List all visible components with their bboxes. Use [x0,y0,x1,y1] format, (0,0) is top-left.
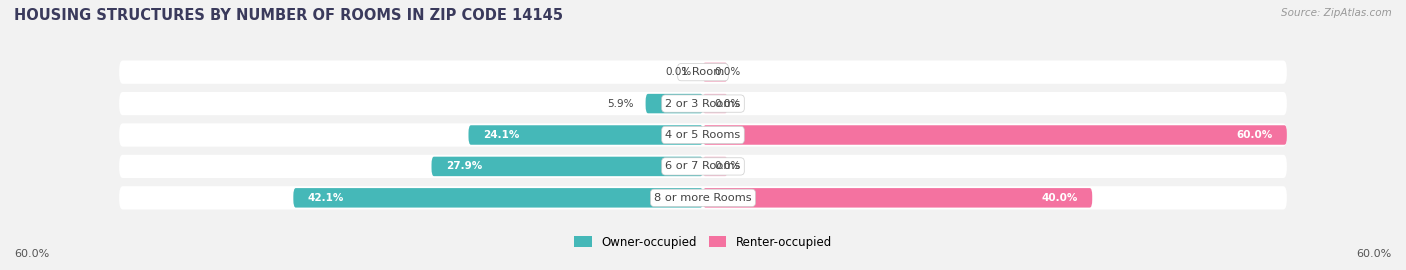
FancyBboxPatch shape [432,157,703,176]
Text: 42.1%: 42.1% [308,193,344,203]
Text: HOUSING STRUCTURES BY NUMBER OF ROOMS IN ZIP CODE 14145: HOUSING STRUCTURES BY NUMBER OF ROOMS IN… [14,8,562,23]
Text: 1 Room: 1 Room [682,67,724,77]
FancyBboxPatch shape [120,186,1286,210]
FancyBboxPatch shape [703,157,727,176]
FancyBboxPatch shape [120,155,1286,178]
Text: 24.1%: 24.1% [484,130,519,140]
FancyBboxPatch shape [120,92,1286,115]
FancyBboxPatch shape [703,125,1286,145]
FancyBboxPatch shape [120,60,1286,84]
Text: 0.0%: 0.0% [665,67,692,77]
Text: 5.9%: 5.9% [607,99,634,109]
Text: 60.0%: 60.0% [1357,249,1392,259]
Text: 27.9%: 27.9% [446,161,482,171]
Text: 8 or more Rooms: 8 or more Rooms [654,193,752,203]
FancyBboxPatch shape [703,94,727,113]
Text: 0.0%: 0.0% [714,99,741,109]
Text: Source: ZipAtlas.com: Source: ZipAtlas.com [1281,8,1392,18]
Text: 60.0%: 60.0% [1236,130,1272,140]
FancyBboxPatch shape [468,125,703,145]
FancyBboxPatch shape [703,188,1092,208]
Text: 60.0%: 60.0% [14,249,49,259]
FancyBboxPatch shape [294,188,703,208]
Text: 4 or 5 Rooms: 4 or 5 Rooms [665,130,741,140]
Legend: Owner-occupied, Renter-occupied: Owner-occupied, Renter-occupied [569,231,837,254]
FancyBboxPatch shape [120,123,1286,147]
FancyBboxPatch shape [645,94,703,113]
Text: 40.0%: 40.0% [1042,193,1077,203]
Text: 2 or 3 Rooms: 2 or 3 Rooms [665,99,741,109]
Text: 6 or 7 Rooms: 6 or 7 Rooms [665,161,741,171]
FancyBboxPatch shape [703,62,727,82]
Text: 0.0%: 0.0% [714,67,741,77]
Text: 0.0%: 0.0% [714,161,741,171]
